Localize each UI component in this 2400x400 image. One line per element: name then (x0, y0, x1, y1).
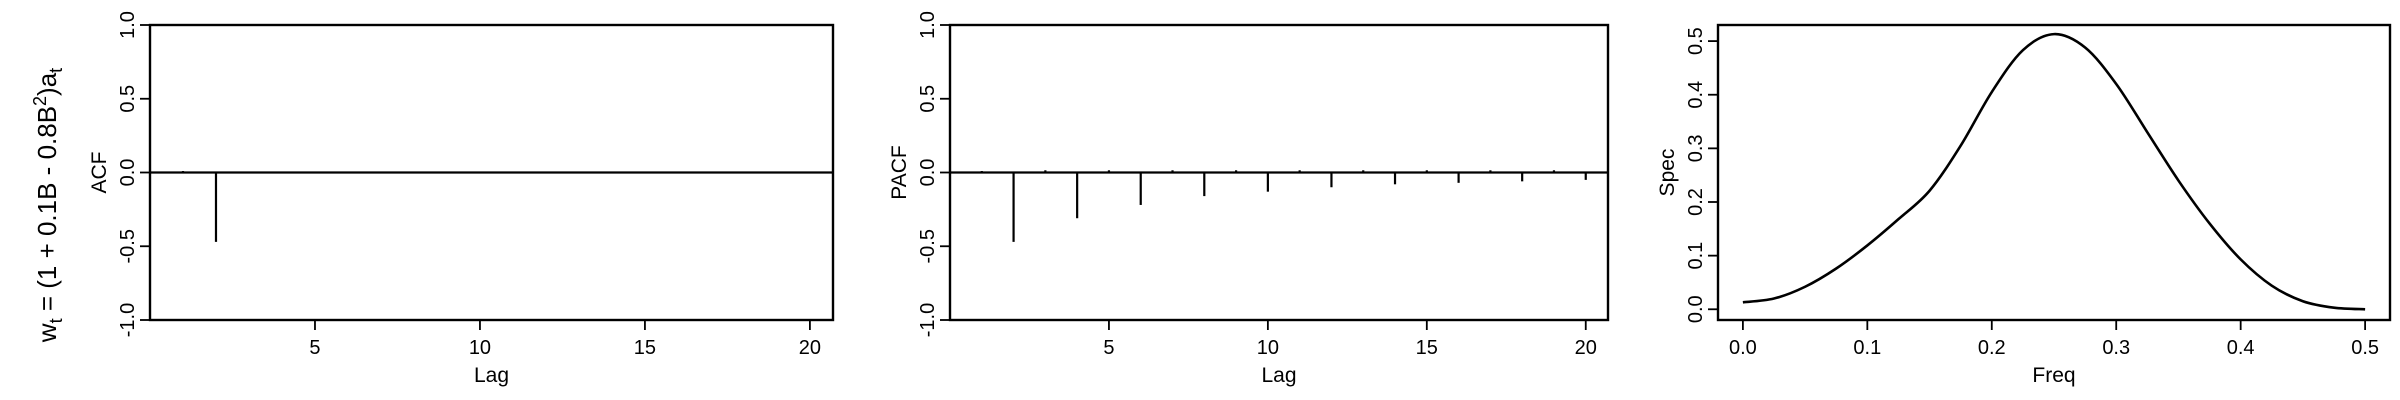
x-tick-label: 0.3 (2102, 337, 2130, 359)
x-axis-label: Lag (474, 364, 509, 387)
row-label-expression: = (1 + 0.1B - 0.8B (32, 106, 62, 318)
x-tick-label: 0.4 (2227, 337, 2255, 359)
y-tick-label: 0.3 (1685, 134, 1707, 162)
y-tick-label: 0.5 (117, 85, 139, 113)
x-axis-label: Freq (2032, 364, 2075, 387)
chart-panel-3: 0.0 0.1 0.2 0.3 0.4 0.5 0.0 0.1 0.2 0.3 0.4 0.5 Freq… (1656, 23, 2392, 387)
y-tick-label: 0.1 (1685, 242, 1707, 270)
row-label-superscript: 2 (30, 96, 50, 106)
row-label-w: w (32, 323, 62, 343)
x-tick-label: 5 (1103, 337, 1114, 359)
x-axis-label: Lag (1261, 364, 1296, 387)
y-tick-label: 0.0 (117, 159, 139, 187)
x-tick-label: 5 (309, 337, 320, 359)
x-tick-label: 0.5 (2351, 337, 2379, 359)
y-tick-label: 0.0 (1685, 295, 1707, 323)
y-tick-label: -1.0 (117, 303, 139, 337)
y-tick-label: 1.0 (117, 11, 139, 39)
spectrum-line (1742, 32, 2366, 311)
x-tick-label: 10 (469, 337, 491, 359)
x-tick-label: 20 (1575, 337, 1597, 359)
y-tick-label: 0.5 (917, 85, 939, 113)
x-tick-label: 0.0 (1729, 337, 1757, 359)
row-label-subscript-t-end: t (46, 68, 66, 73)
y-tick-label: -0.5 (917, 229, 939, 263)
x-tick-label: 0.2 (1978, 337, 2006, 359)
chart-panel-1: 5 10 15 20 -1.0 -0.5 0.0 0.5 1.0 Lag ACF (88, 11, 835, 387)
y-tick-label: 1.0 (917, 11, 939, 39)
x-tick-label: 20 (799, 337, 821, 359)
row-label-subscript-t: t (46, 318, 66, 323)
y-axis-label: PACF (888, 145, 911, 199)
plot-frame (1716, 23, 2392, 322)
row-label-expression-end: )a (32, 72, 62, 96)
y-tick-label: 0.2 (1685, 188, 1707, 216)
y-tick-label: 0.5 (1685, 27, 1707, 55)
y-axis-label: ACF (88, 152, 111, 194)
plot-frame (948, 23, 1610, 322)
chart-panel-2: 5 10 15 20 -1.0 -0.5 0.0 0.5 1.0 Lag PACF (888, 11, 1610, 387)
x-tick-label: 15 (634, 337, 656, 359)
y-axis-label: Spec (1656, 149, 1679, 197)
y-tick-label: -1.0 (917, 303, 939, 337)
y-tick-label: 0.4 (1685, 81, 1707, 109)
x-tick-label: 10 (1257, 337, 1279, 359)
y-tick-label: 0.0 (917, 159, 939, 187)
row-label: wt = (1 + 0.1B - 0.8B2)at (30, 68, 66, 343)
x-tick-label: 15 (1416, 337, 1438, 359)
plot-frame (148, 23, 835, 322)
x-tick-label: 0.1 (1853, 337, 1881, 359)
y-tick-label: -0.5 (117, 229, 139, 263)
